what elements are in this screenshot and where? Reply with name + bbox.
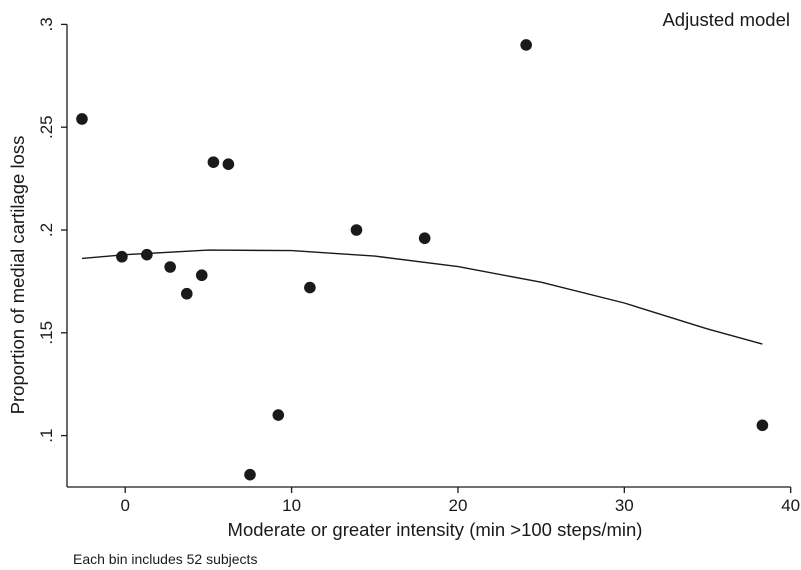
x-tick-label: 30 xyxy=(615,496,634,515)
y-tick-label: .25 xyxy=(37,115,56,139)
data-point xyxy=(164,261,176,273)
y-tick-label: .3 xyxy=(37,17,56,31)
data-point xyxy=(418,232,431,245)
y-tick-label: .15 xyxy=(37,321,56,345)
axes xyxy=(66,24,791,488)
x-tick-label: 0 xyxy=(120,496,129,515)
data-point xyxy=(304,281,316,294)
x-ticks: 0 10 20 30 40 xyxy=(120,487,800,515)
model-annotation: Adjusted model xyxy=(662,9,790,30)
data-point xyxy=(76,113,88,125)
x-axis-title: Moderate or greater intensity (min >100 … xyxy=(228,519,643,540)
data-point xyxy=(180,287,193,300)
x-tick-label: 10 xyxy=(282,496,301,515)
x-tick-label: 20 xyxy=(448,496,467,515)
data-point xyxy=(244,468,256,481)
data-point xyxy=(141,248,153,261)
fit-curve xyxy=(81,249,763,345)
data-point xyxy=(350,224,363,236)
data-point xyxy=(222,158,235,171)
data-point xyxy=(116,250,128,263)
y-tick-label: .2 xyxy=(37,223,56,237)
y-ticks: .1 .15 .2 .25 .3 xyxy=(37,17,67,443)
data-point xyxy=(272,409,285,421)
data-points xyxy=(76,39,769,481)
data-point xyxy=(520,39,532,51)
data-point xyxy=(207,156,220,168)
y-tick-label: .1 xyxy=(37,429,56,443)
data-point xyxy=(195,269,208,282)
x-tick-label: 40 xyxy=(781,496,800,515)
data-point xyxy=(756,419,769,432)
y-axis-title: Proportion of medial cartilage loss xyxy=(7,136,28,415)
footnote: Each bin includes 52 subjects xyxy=(73,551,257,567)
